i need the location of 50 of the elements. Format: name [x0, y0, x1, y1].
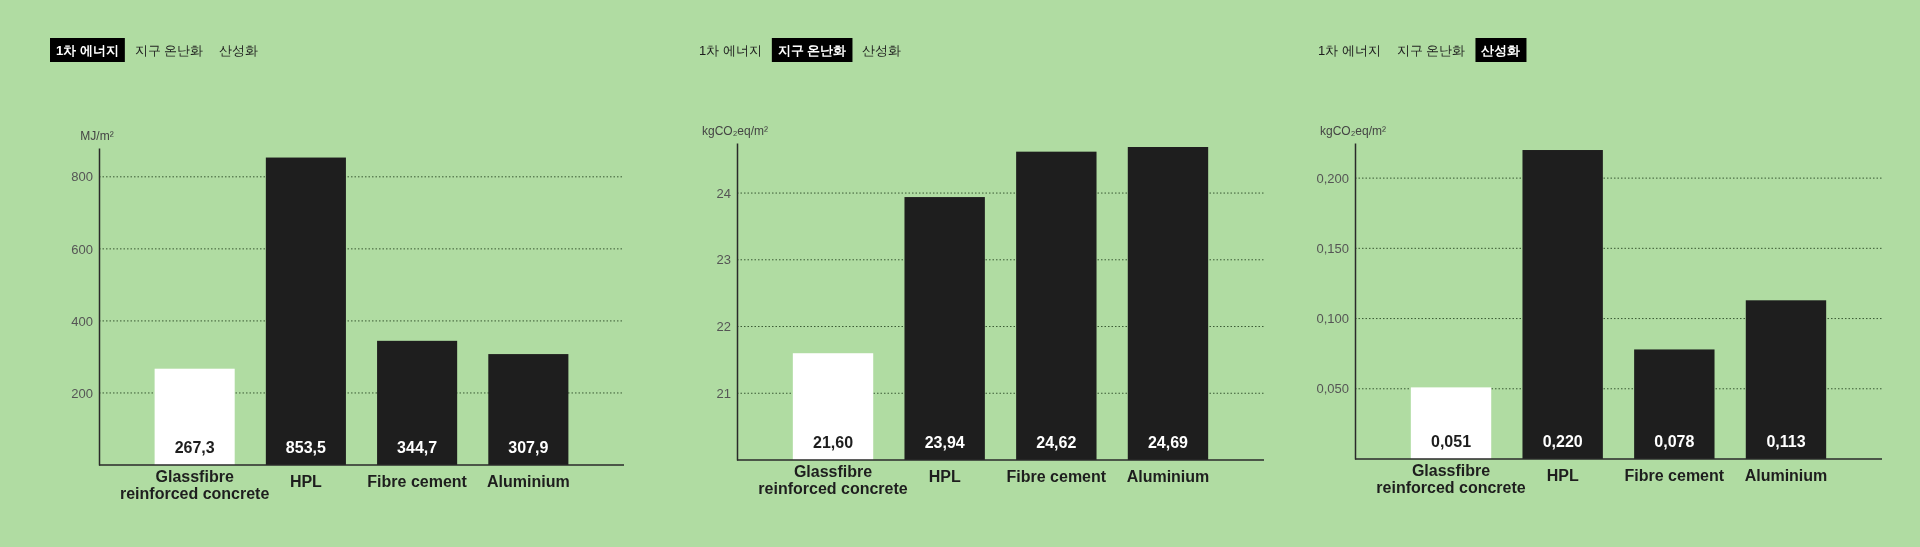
- bar: [1410, 387, 1492, 459]
- y-tick-label: 200: [71, 385, 93, 401]
- x-tick-label: Glassfibre reinforced concrete: [1376, 462, 1526, 496]
- x-tick-label: HPL: [289, 473, 323, 490]
- y-axis-title: kgCO₂eq/m²: [1319, 124, 1387, 138]
- y-tick-label: 0,050: [1316, 381, 1349, 397]
- y-tick-label: 0,150: [1316, 240, 1349, 256]
- x-tick-label: HPL: [1546, 467, 1579, 484]
- data-label: 24,62: [1036, 434, 1077, 451]
- x-tick-label: Aluminium: [1744, 467, 1828, 484]
- text: 1차 에너지: [1318, 43, 1381, 58]
- y-tick-label: 0,100: [1316, 311, 1349, 327]
- bar: [154, 368, 235, 465]
- data-label: 0,051: [1431, 433, 1472, 450]
- y-tick-label: 24: [716, 185, 731, 201]
- y-tick-label: 400: [71, 313, 93, 329]
- x-tick-label: Glassfibre reinforced concrete: [119, 468, 270, 502]
- data-label: 853,5: [285, 439, 326, 456]
- text: 지구 온난화: [134, 43, 204, 58]
- x-tick-label: Aluminium: [1126, 468, 1210, 485]
- data-label: 344,7: [397, 439, 438, 456]
- y-axis-title: MJ/m²: [80, 129, 114, 143]
- text: 지구 온난화: [777, 43, 847, 58]
- data-label: 0,078: [1654, 433, 1695, 450]
- y-tick-label: 21: [716, 385, 731, 401]
- text: 1차 에너지: [699, 43, 762, 58]
- x-tick-label: Aluminium: [487, 473, 570, 490]
- text: 산성화: [862, 43, 902, 58]
- text: 산성화: [1481, 43, 1521, 58]
- x-tick-label: Fibre cement: [1624, 467, 1725, 484]
- y-tick-label: 600: [71, 241, 93, 257]
- text: 산성화: [219, 43, 259, 58]
- data-label: 267,3: [174, 439, 215, 456]
- data-label: 307,9: [508, 439, 549, 456]
- y-tick-label: 23: [716, 252, 731, 268]
- y-axis-title: kgCO₂eq/m²: [701, 124, 769, 138]
- x-tick-label: HPL: [928, 468, 961, 485]
- data-label: 21,60: [813, 434, 854, 451]
- data-label: 23,94: [924, 434, 965, 451]
- data-label: 24,69: [1147, 434, 1189, 451]
- text: 지구 온난화: [1396, 43, 1466, 58]
- y-tick-label: 800: [71, 169, 93, 185]
- data-label: 0,113: [1766, 433, 1806, 450]
- x-tick-label: Glassfibre reinforced concrete: [758, 463, 908, 497]
- x-tick-label: Fibre cement: [367, 473, 468, 490]
- data-label: 0,220: [1542, 433, 1583, 450]
- text: 1차 에너지: [56, 43, 119, 58]
- x-tick-label: Fibre cement: [1006, 468, 1107, 485]
- y-tick-label: 22: [716, 319, 731, 335]
- y-tick-label: 0,200: [1316, 170, 1349, 186]
